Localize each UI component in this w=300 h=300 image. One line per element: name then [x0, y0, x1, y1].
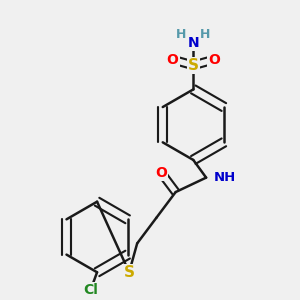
Text: S: S: [124, 265, 135, 280]
Text: O: O: [155, 166, 167, 180]
Text: O: O: [167, 52, 178, 67]
Text: H: H: [176, 28, 186, 41]
Text: H: H: [200, 28, 211, 41]
Text: N: N: [188, 36, 199, 50]
Text: NH: NH: [214, 171, 236, 184]
Text: Cl: Cl: [83, 283, 98, 297]
Text: S: S: [188, 58, 199, 73]
Text: O: O: [208, 52, 220, 67]
